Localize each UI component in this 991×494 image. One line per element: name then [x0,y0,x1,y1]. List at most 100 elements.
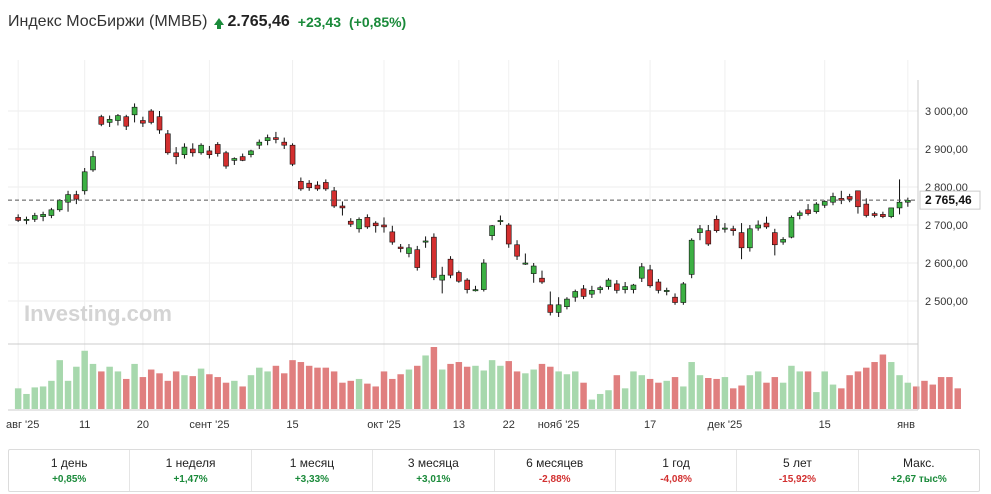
volume-bar [148,370,154,409]
volume-bar [780,383,786,409]
candle-body [373,223,378,226]
volume-bar [572,371,578,409]
candle-body [573,292,578,298]
candle-body [714,219,719,230]
candle-body [781,239,786,242]
candle-body [332,191,337,206]
candle [880,212,885,218]
candle [598,286,603,294]
candle [74,191,79,204]
volume-bar [497,366,503,409]
period-cell[interactable]: 1 месяц +3,33% [252,450,373,491]
last-price: 2.765,46 [228,13,290,31]
period-cell[interactable]: Макс. +2,67 тыс% [859,450,979,491]
candle-body [589,290,594,294]
volume-bar [821,371,827,409]
instrument-title: Индекс МосБиржи (ММВБ) [8,13,208,31]
candle-body [747,229,752,248]
candle-body [564,299,569,307]
candle-body [66,195,71,203]
candle [431,233,436,280]
candle [614,280,619,293]
candle [199,143,204,154]
volume-bar [630,371,636,409]
volume-bar [447,364,453,409]
candle-body [423,241,428,242]
period-cell[interactable]: 1 день +0,85% [9,450,130,491]
candle [515,240,520,260]
volume-bar [755,371,761,409]
candle-body [174,153,179,157]
candle [90,151,95,172]
candle [747,225,752,252]
candle-body [814,204,819,212]
candle [855,191,860,214]
candle-body [772,233,777,245]
candle [398,244,403,252]
candle [240,154,245,162]
candle [523,254,528,265]
candle [814,202,819,213]
period-change: +0,85% [9,474,129,485]
candle [32,213,37,222]
period-change: +2,67 тыс% [859,474,979,485]
volume-bar [522,373,528,409]
volume-bar [56,360,62,409]
x-tick-label: нояб '25 [538,419,580,431]
volume-bar [481,370,487,409]
volume-bar [123,379,129,409]
candle [623,282,628,293]
candle [756,220,761,230]
period-cell[interactable]: 3 месяца +3,01% [373,450,494,491]
volume-bar [555,371,561,409]
price-change: +23,43 [298,14,341,30]
candle-body [431,237,436,277]
candle [531,263,536,283]
period-label: 1 неделя [130,456,250,470]
volume-bar [331,371,337,409]
candle-body [689,240,694,274]
candlestick-chart[interactable]: Investing.com 3 000,002 900,002 800,002 … [0,60,991,440]
period-cell[interactable]: 1 год -4,08% [616,450,737,491]
price-candles[interactable] [16,103,911,317]
volume-bar [165,381,171,409]
volume-bar [580,383,586,409]
candle-body [639,267,644,278]
candle [107,116,112,127]
volume-bar [564,374,570,409]
volume-bar [73,367,79,409]
period-cell[interactable]: 6 месяцев -2,88% [495,450,616,491]
candle [57,199,62,212]
period-label: 1 год [616,456,736,470]
candle [99,115,104,126]
candle-body [16,217,21,220]
candle-body [74,195,79,200]
candle [589,286,594,298]
candle [332,187,337,208]
candle-body [124,117,129,127]
candle [639,263,644,282]
candle [273,132,278,143]
period-cell[interactable]: 1 неделя +1,47% [130,450,251,491]
candle [232,157,237,165]
volume-bar [381,371,387,409]
volume-bar [747,375,753,409]
period-change: +3,33% [252,474,372,485]
period-cell[interactable]: 5 лет -15,92% [737,450,858,491]
candle-body [648,270,653,286]
volume-bar [298,362,304,409]
candle-body [132,107,137,115]
volume-bar [589,400,595,409]
volume-bar [106,367,112,409]
candle-body [365,217,370,227]
candle [847,194,852,202]
volume-bar [81,351,87,409]
candle [831,193,836,206]
volume-bar [830,385,836,409]
volume-bar [905,383,911,409]
candle-body [215,144,220,153]
x-tick-label: 22 [503,419,515,431]
period-label: 1 день [9,456,129,470]
candle [465,278,470,293]
candle [490,225,495,240]
